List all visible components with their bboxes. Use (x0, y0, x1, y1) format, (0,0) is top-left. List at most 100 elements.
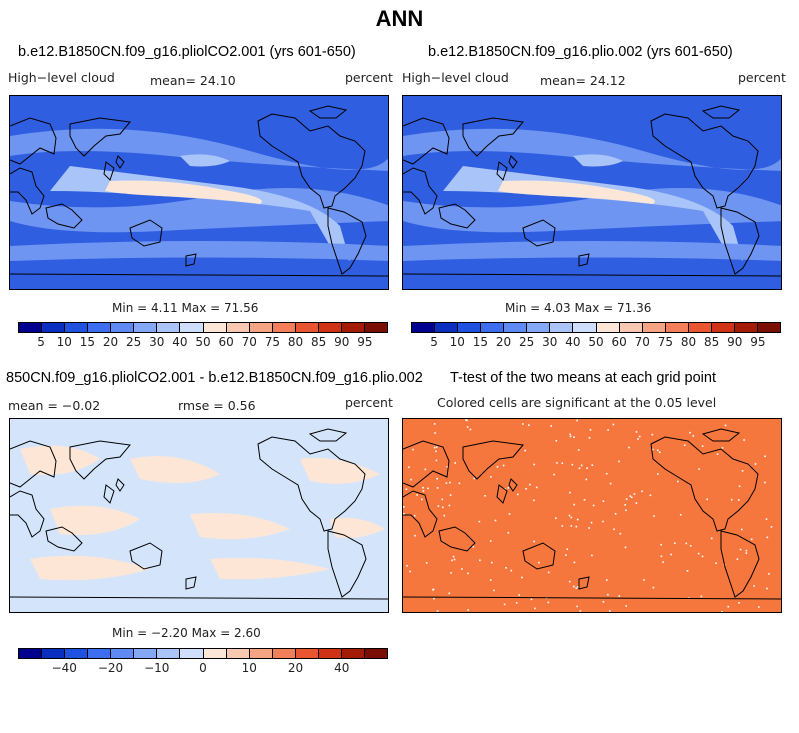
colorbar-tick-label: −20 (97, 661, 124, 675)
insignificant-cell (602, 500, 605, 502)
insignificant-cell (576, 605, 578, 608)
insignificant-cell (753, 585, 755, 587)
insignificant-cell (618, 460, 620, 463)
insignificant-cell (521, 576, 523, 579)
insignificant-cell (765, 518, 768, 520)
colorbar-swatch (435, 323, 459, 332)
insignificant-cell (427, 487, 429, 490)
insignificant-cell (701, 445, 704, 447)
insignificant-cell (580, 464, 583, 467)
insignificant-cell (538, 561, 540, 564)
colorbar-swatch (665, 323, 689, 332)
colorbar-swatch (88, 323, 112, 332)
panel3-title: 850CN.f09_g16.pliolCO2.001 - b.e12.B1850… (6, 370, 423, 386)
insignificant-cell (592, 504, 595, 507)
colorbar-tick-label: 30 (542, 335, 558, 349)
colorbar-tick-label: 50 (195, 335, 211, 349)
insignificant-cell (473, 477, 475, 480)
coastlines (403, 105, 781, 277)
insignificant-cell (635, 431, 638, 433)
coastlines (403, 428, 781, 600)
colorbar-swatch (249, 323, 273, 332)
insignificant-cell (550, 425, 552, 427)
insignificant-cell (624, 546, 627, 549)
insignificant-cell (641, 490, 643, 493)
colorbar-swatch (318, 649, 342, 658)
colorbar-tick-label: 75 (657, 335, 674, 349)
panel1-title: b.e12.B1850CN.f09_g16.pliolCO2.001 (yrs … (18, 44, 356, 60)
cloud-contour-region (498, 180, 655, 204)
coastline (327, 530, 367, 598)
insignificant-cell (547, 601, 550, 604)
colorbar-tick-label: 75 (264, 335, 281, 349)
insignificant-cell (706, 498, 708, 501)
insignificant-cell (573, 561, 576, 564)
insignificant-cell (565, 554, 567, 556)
insignificant-cell (435, 450, 437, 453)
colorbar-swatch (341, 649, 365, 658)
insignificant-cell (466, 426, 469, 428)
colorbar-swatch (134, 649, 158, 658)
panel4-map-field (403, 419, 781, 612)
insignificant-cell (625, 509, 627, 512)
insignificant-cell (533, 499, 535, 502)
cloud-contour-region (403, 241, 781, 261)
colorbar-swatch (573, 323, 597, 332)
colorbar-tick-label: 60 (218, 335, 234, 349)
insignificant-cell (445, 482, 448, 484)
colorbar-tick-label: 20 (495, 335, 512, 349)
difference-contour-region (30, 555, 150, 581)
colorbar-tick-label: 15 (472, 335, 489, 349)
insignificant-cell (613, 528, 615, 531)
colorbar-tick-label: 0 (199, 661, 207, 675)
coastline (650, 436, 759, 532)
insignificant-cell (569, 433, 571, 436)
insignificant-cell (405, 488, 408, 490)
insignificant-cell (556, 462, 558, 464)
colorbar-swatch (527, 323, 551, 332)
panel1-colorbar (18, 322, 388, 333)
insignificant-cell (570, 525, 573, 527)
cloud-contour-region (10, 128, 388, 171)
insignificant-cell (414, 534, 416, 537)
difference-contour-region (190, 513, 290, 540)
insignificant-cell (643, 579, 645, 581)
insignificant-cell (466, 419, 468, 422)
insignificant-cell (515, 602, 518, 604)
colorbar-tick-label: 60 (611, 335, 627, 349)
colorbar-tick-label: 50 (588, 335, 604, 349)
colorbar-swatch (757, 323, 780, 332)
insignificant-cell (479, 559, 481, 562)
insignificant-cell (461, 568, 463, 570)
insignificant-cell (467, 572, 469, 575)
colorbar-tick-label: 5 (430, 335, 438, 349)
difference-contour-region (50, 505, 140, 535)
coastline (10, 490, 45, 538)
insignificant-cell (609, 610, 611, 612)
insignificant-cell (424, 468, 427, 471)
colorbar-swatch (619, 323, 643, 332)
colorbar-swatch (295, 323, 319, 332)
coastline (496, 161, 508, 181)
insignificant-cell (533, 540, 535, 543)
panel3-mean-label: mean = −0.02 (8, 398, 101, 413)
insignificant-cell (421, 498, 423, 501)
insignificant-cell (754, 463, 757, 465)
insignificant-cell (465, 419, 467, 421)
insignificant-cell (517, 493, 519, 496)
insignificant-cell (737, 499, 740, 501)
insignificant-cell (677, 480, 679, 483)
insignificant-cell (651, 433, 654, 436)
insignificant-cell (607, 593, 609, 596)
colorbar-tick-label: 40 (565, 335, 581, 349)
coastline (308, 428, 348, 442)
colorbar-tick-label: 25 (518, 335, 535, 349)
insignificant-cell (478, 520, 481, 523)
colorbar-swatch (596, 323, 620, 332)
insignificant-cell (403, 513, 405, 515)
insignificant-cell (484, 495, 486, 497)
coastline (129, 219, 163, 247)
insignificant-cell (454, 462, 456, 464)
insignificant-cell (689, 545, 692, 547)
insignificant-cell (674, 542, 676, 544)
